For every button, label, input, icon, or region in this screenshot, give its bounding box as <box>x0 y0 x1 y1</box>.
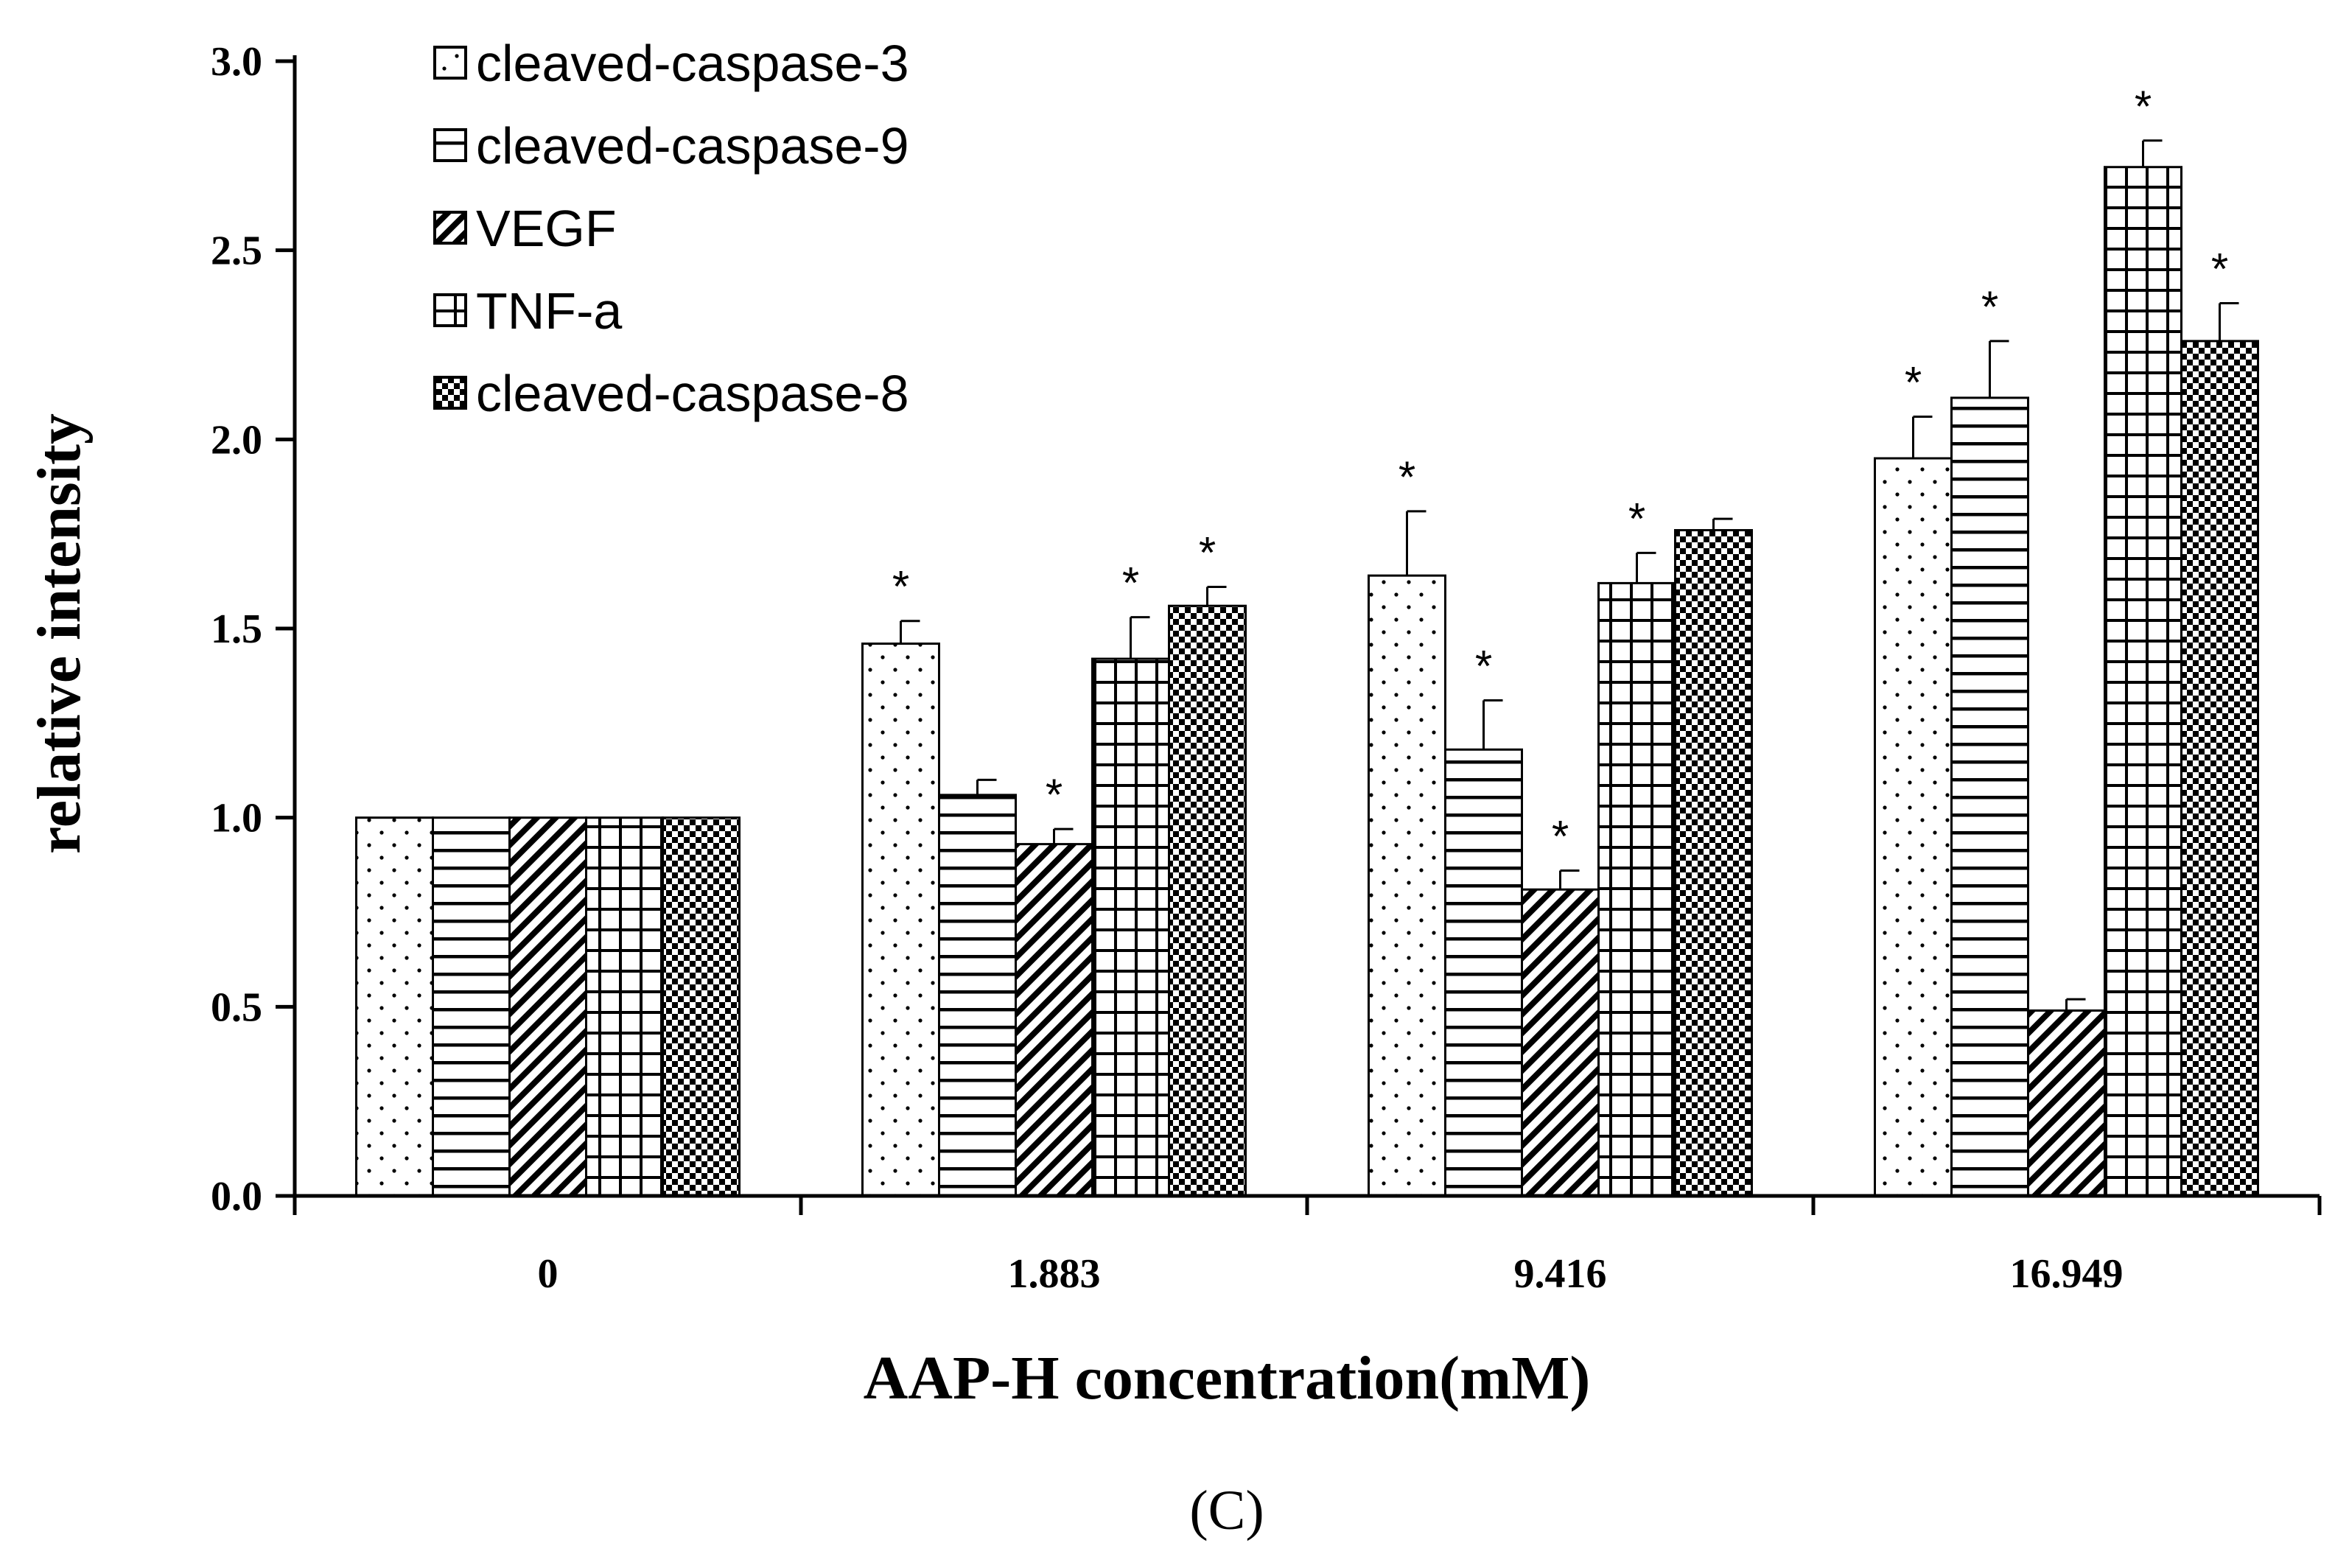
bar-cleaved-caspase-3-3 <box>1874 457 1953 1197</box>
x-axis-title: AAP-H concentration(mM) <box>864 1344 1591 1413</box>
significance-vegf-1: * <box>1046 770 1063 819</box>
significance-cleaved-caspase-8-1: * <box>1199 528 1216 578</box>
legend-swatch-cleaved-caspase-8 <box>433 376 467 410</box>
legend-swatch-cleaved-caspase-9 <box>433 128 467 162</box>
y-tick-label-0: 0.0 <box>211 1174 262 1219</box>
legend-label-cleaved-caspase-8: cleaved-caspase-8 <box>476 365 909 422</box>
bar-cleaved-caspase-9-1 <box>938 794 1017 1197</box>
significance-vegf-2: * <box>1552 812 1569 861</box>
y-tick-label-2: 1.0 <box>211 796 262 841</box>
bar-cleaved-caspase-9-0 <box>432 816 511 1197</box>
legend: cleaved-caspase-3 cleaved-caspase-9 VEGF TN… <box>433 35 909 422</box>
legend-label-cleaved-caspase-3: cleaved-caspase-3 <box>476 35 909 92</box>
bar-cleaved-caspase-9-2 <box>1444 748 1523 1197</box>
significance-tnf-a-2: * <box>1628 494 1645 543</box>
significance-cleaved-caspase-3-1: * <box>892 562 909 612</box>
y-tick-label-1: 0.5 <box>211 984 262 1030</box>
x-tick-label-3: 16.949 <box>2010 1251 2124 1297</box>
significance-tnf-a-3: * <box>2135 82 2152 131</box>
bar-tnf-a-3 <box>2104 166 2182 1197</box>
bar-cleaved-caspase-3-0 <box>355 816 434 1197</box>
legend-label-cleaved-caspase-9: cleaved-caspase-9 <box>476 117 909 175</box>
bar-tnf-a-2 <box>1597 581 1676 1197</box>
panel-label: (C) <box>1189 1480 1264 1541</box>
bar-cleaved-caspase-3-2 <box>1368 574 1446 1197</box>
bar-vegf-2 <box>1521 888 1600 1197</box>
bars-layer: * * * * * * * * * * * * <box>355 82 2259 1197</box>
axes-layer: 0.0 0.5 1.0 1.5 2.0 2.5 3.0 0 1.883 9.416 16.949 <box>211 39 2322 1297</box>
y-tick-label-4: 2.0 <box>211 417 262 463</box>
bar-cleaved-caspase-8-3 <box>2180 340 2259 1197</box>
bar-cleaved-caspase-9-3 <box>1950 396 2029 1197</box>
y-axis-title: relative intensity <box>25 413 94 854</box>
significance-cleaved-caspase-9-3: * <box>1981 282 1998 332</box>
bar-cleaved-caspase-8-2 <box>1674 529 1753 1197</box>
legend-label-tnf-a: TNF-a <box>476 282 622 340</box>
bar-cleaved-caspase-8-0 <box>662 816 741 1197</box>
legend-swatch-vegf <box>433 211 467 245</box>
legend-swatch-cleaved-caspase-3 <box>433 46 467 80</box>
y-tick-label-3: 1.5 <box>211 606 262 652</box>
x-tick-label-1: 1.883 <box>1008 1251 1101 1297</box>
significance-cleaved-caspase-3-3: * <box>1905 358 1922 407</box>
significance-cleaved-caspase-3-2: * <box>1398 452 1415 502</box>
bar-cleaved-caspase-3-1 <box>861 643 940 1197</box>
bar-vegf-1 <box>1015 843 1093 1197</box>
significance-cleaved-caspase-8-3: * <box>2211 245 2228 294</box>
x-tick-label-0: 0 <box>538 1251 559 1297</box>
y-tick-label-5: 2.5 <box>211 228 262 274</box>
bar-tnf-a-1 <box>1091 657 1170 1197</box>
x-tick-label-2: 9.416 <box>1514 1251 1607 1297</box>
bar-vegf-0 <box>508 816 587 1197</box>
significance-tnf-a-1: * <box>1122 559 1139 608</box>
legend-label-vegf: VEGF <box>476 200 617 257</box>
bar-vegf-3 <box>2027 1009 2106 1197</box>
bar-cleaved-caspase-8-1 <box>1168 604 1247 1197</box>
legend-swatch-tnf-a <box>433 293 467 327</box>
bar-tnf-a-0 <box>585 816 664 1197</box>
y-tick-label-6: 3.0 <box>211 39 262 85</box>
significance-cleaved-caspase-9-2: * <box>1475 642 1492 691</box>
